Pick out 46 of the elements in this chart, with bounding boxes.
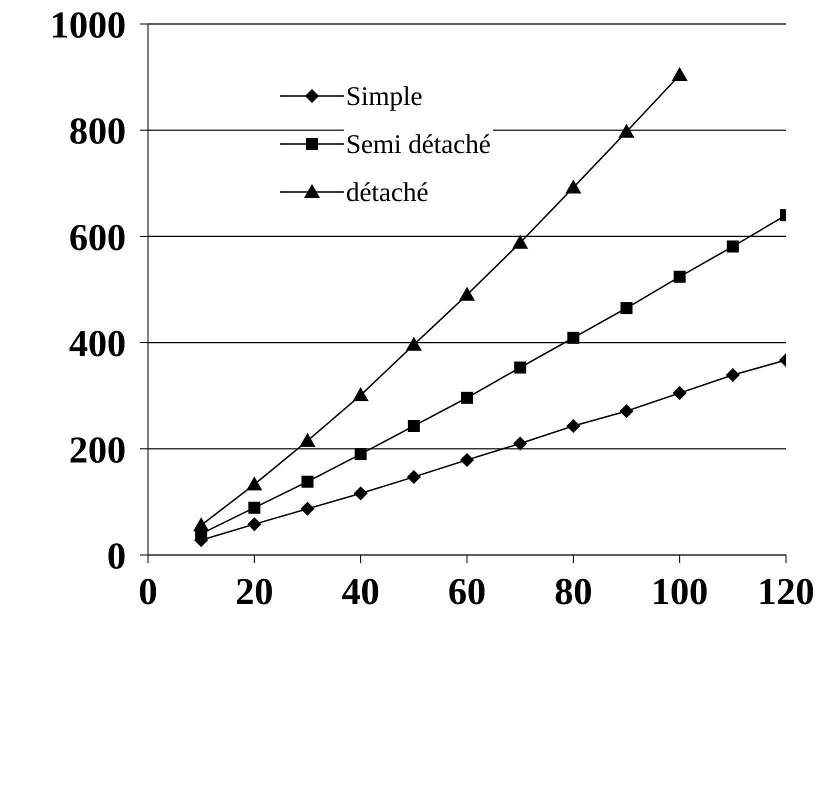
legend-label: détaché: [344, 176, 430, 208]
point: [248, 502, 260, 514]
x-tick-label: 100: [651, 570, 708, 613]
y-tick-label: 400: [69, 323, 126, 366]
x-tick-label: 60: [448, 570, 486, 613]
y-tick-label: 0: [107, 535, 126, 578]
x-tick-label: 40: [342, 570, 380, 613]
y-tick-label: 1000: [50, 4, 126, 46]
point: [354, 448, 367, 460]
point: [246, 476, 262, 490]
point: [408, 420, 420, 432]
point: [674, 270, 686, 283]
x-tick-label: 80: [554, 570, 592, 613]
point: [672, 66, 688, 81]
point: [726, 368, 740, 382]
point: [514, 362, 526, 374]
point: [352, 387, 369, 402]
point: [672, 386, 687, 400]
point: [620, 302, 632, 314]
point: [620, 404, 634, 418]
point: [567, 332, 580, 344]
y-tick-label: 200: [69, 429, 126, 472]
point: [354, 486, 368, 500]
point: [566, 418, 580, 433]
point: [193, 517, 210, 532]
point: [726, 240, 739, 252]
y-tick-label: 600: [69, 216, 126, 259]
point: [460, 452, 474, 467]
point: [512, 234, 528, 249]
point: [565, 180, 582, 194]
x-tick-label: 20: [235, 570, 274, 613]
point: [406, 470, 421, 484]
point: [513, 436, 528, 450]
point: [459, 286, 475, 301]
point: [461, 392, 473, 404]
x-tick-label: 0: [138, 570, 158, 613]
point: [247, 517, 262, 532]
legend-label: Semi détaché: [344, 128, 493, 160]
x-tick-label: 120: [758, 570, 814, 613]
point: [406, 336, 422, 351]
legend-label: Simple: [344, 80, 425, 112]
point: [300, 502, 314, 516]
point: [300, 432, 316, 447]
y-tick-label: 800: [69, 110, 126, 153]
point: [302, 476, 314, 488]
point: [618, 124, 634, 138]
